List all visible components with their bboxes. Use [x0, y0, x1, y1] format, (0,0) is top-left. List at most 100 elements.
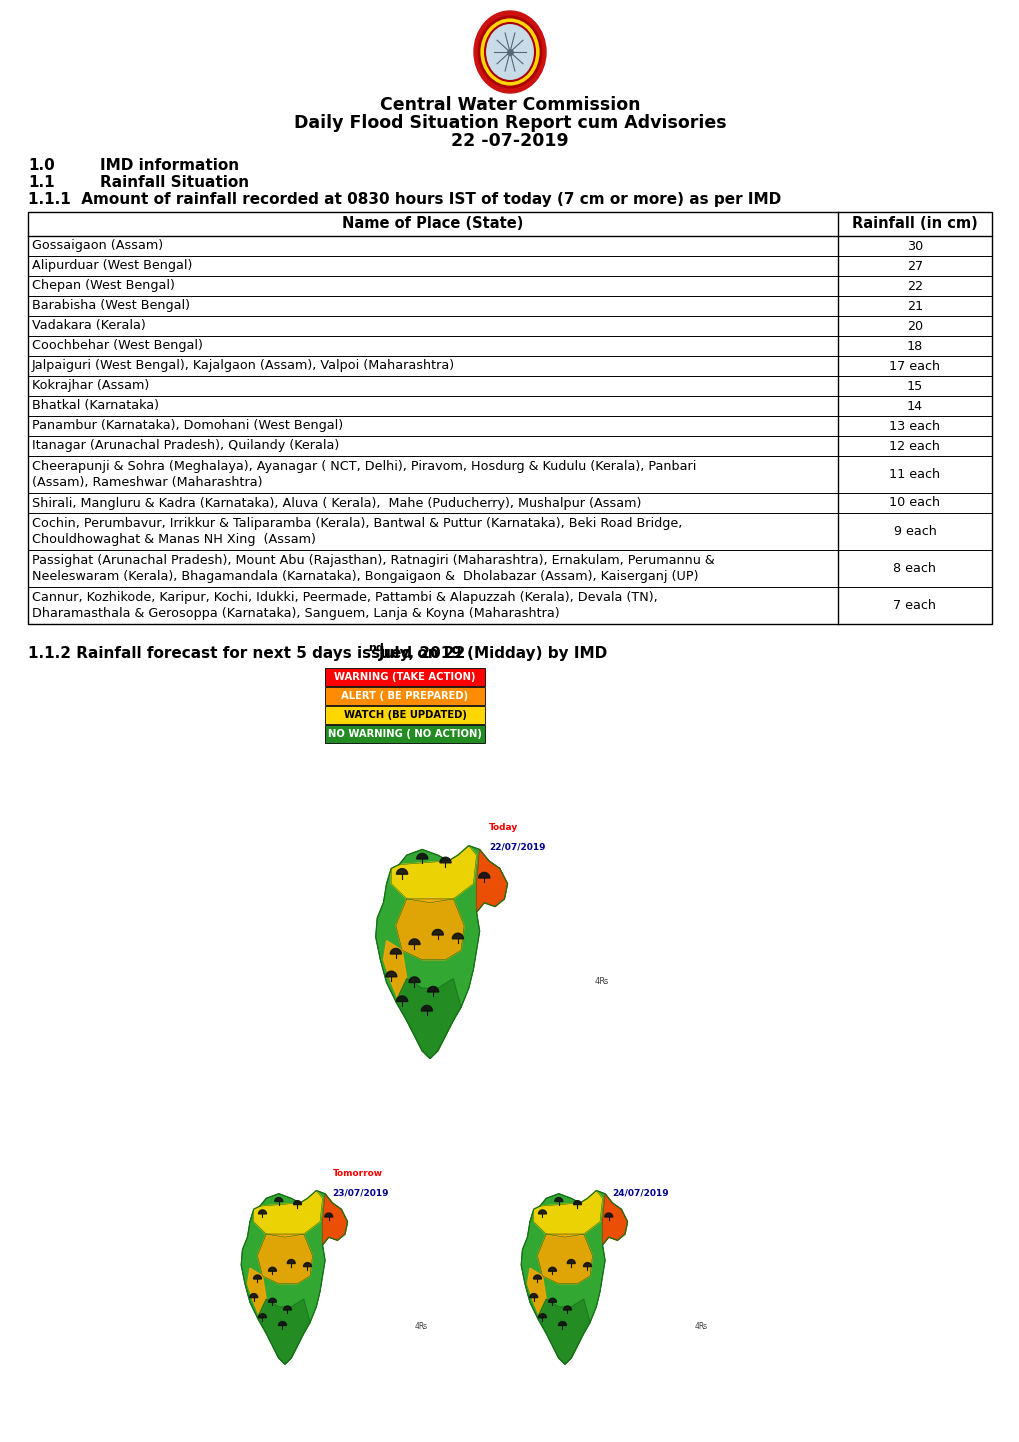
Text: 17 each: 17 each [889, 359, 940, 372]
Text: Chepan (West Bengal): Chepan (West Bengal) [32, 280, 174, 293]
Text: 1.1.2 Rainfall forecast for next 5 days issued on 22: 1.1.2 Rainfall forecast for next 5 days … [28, 646, 465, 660]
Text: 22: 22 [906, 280, 922, 293]
Bar [28, 212, 991, 624]
Text: Bhatkal (Karnataka): Bhatkal (Karnataka) [32, 399, 159, 412]
Text: WARNING (TAKE ACTION): WARNING (TAKE ACTION) [334, 672, 475, 682]
Polygon shape [385, 972, 396, 976]
Polygon shape [254, 1191, 322, 1237]
Text: 18: 18 [906, 339, 922, 352]
Text: 13 each: 13 each [889, 420, 940, 433]
Text: 8 each: 8 each [893, 562, 935, 575]
Polygon shape [538, 1314, 546, 1318]
Text: 1.1: 1.1 [28, 174, 55, 190]
Polygon shape [268, 1268, 276, 1272]
Polygon shape [432, 930, 443, 934]
Polygon shape [409, 976, 420, 982]
Text: Vadakara (Kerala): Vadakara (Kerala) [32, 320, 146, 333]
Text: 4₨: 4₨ [594, 978, 608, 986]
Polygon shape [395, 979, 461, 1058]
Polygon shape [604, 1213, 612, 1217]
Polygon shape [558, 1321, 566, 1325]
Text: 21: 21 [906, 300, 922, 313]
Polygon shape [250, 1293, 258, 1298]
Polygon shape [324, 1213, 332, 1217]
Polygon shape [427, 986, 438, 992]
Text: IMD information: IMD information [100, 159, 238, 173]
Text: Today: Today [488, 823, 518, 832]
Polygon shape [537, 1299, 589, 1364]
Text: Chouldhowaghat & Manas NH Xing  (Assam): Chouldhowaghat & Manas NH Xing (Assam) [32, 534, 316, 547]
Text: Central Water Commission: Central Water Commission [379, 97, 640, 114]
Polygon shape [396, 868, 408, 874]
Polygon shape [439, 857, 450, 862]
Polygon shape [548, 1268, 556, 1272]
Text: WATCH (BE UPDATED): WATCH (BE UPDATED) [343, 709, 466, 720]
Polygon shape [421, 1005, 432, 1011]
Text: 22 -07-2019: 22 -07-2019 [450, 133, 569, 150]
Text: Dharamasthala & Gerosoppa (Karnataka), Sanguem, Lanja & Koyna (Maharashtra): Dharamasthala & Gerosoppa (Karnataka), S… [32, 607, 559, 620]
Text: 4₨: 4₨ [415, 1322, 428, 1331]
Polygon shape [533, 1275, 541, 1279]
Polygon shape [375, 845, 507, 1058]
Polygon shape [573, 1201, 581, 1204]
Text: Neeleswaram (Kerala), Bhagamandala (Karnataka), Bongaigaon &  Dholabazar (Assam): Neeleswaram (Kerala), Bhagamandala (Karn… [32, 570, 698, 583]
Polygon shape [391, 845, 476, 903]
Polygon shape [383, 940, 407, 1002]
Polygon shape [396, 996, 408, 1002]
Text: Jalpaiguri (West Bengal), Kajalgaon (Assam), Valpoi (Maharashtra): Jalpaiguri (West Bengal), Kajalgaon (Ass… [32, 359, 454, 372]
Text: July, 2019 (Midday) by IMD: July, 2019 (Midday) by IMD [378, 646, 607, 660]
Text: ALERT ( BE PREPARED): ALERT ( BE PREPARED) [341, 691, 468, 701]
Text: Rainfall Situation: Rainfall Situation [100, 174, 249, 190]
Text: nd: nd [368, 643, 384, 653]
Polygon shape [293, 1201, 302, 1204]
Polygon shape [248, 1268, 266, 1318]
Text: Passighat (Arunachal Pradesh), Mount Abu (Rajasthan), Ratnagiri (Maharashtra), E: Passighat (Arunachal Pradesh), Mount Abu… [32, 554, 714, 567]
Ellipse shape [484, 23, 535, 81]
Polygon shape [242, 1191, 347, 1364]
Text: 14: 14 [906, 399, 922, 412]
Text: NO WARNING ( NO ACTION): NO WARNING ( NO ACTION) [328, 730, 481, 738]
Text: Cheerapunji & Sohra (Meghalaya), Ayanagar ( NCT, Delhi), Piravom, Hosdurg & Kudu: Cheerapunji & Sohra (Meghalaya), Ayanaga… [32, 460, 696, 473]
Bar [325, 725, 484, 743]
Polygon shape [304, 1263, 311, 1266]
Text: Barabisha (West Bengal): Barabisha (West Bengal) [32, 300, 190, 313]
Bar [325, 686, 484, 705]
Polygon shape [548, 1298, 556, 1302]
Text: Coochbehar (West Bengal): Coochbehar (West Bengal) [32, 339, 203, 352]
Polygon shape [529, 1293, 537, 1298]
Polygon shape [258, 1314, 266, 1318]
Text: 12 each: 12 each [889, 440, 940, 453]
Text: 27: 27 [906, 260, 922, 273]
Text: Kokrajhar (Assam): Kokrajhar (Assam) [32, 379, 149, 392]
Polygon shape [451, 933, 463, 939]
Polygon shape [602, 1194, 627, 1244]
Bar [325, 668, 484, 686]
Text: Tomorrow: Tomorrow [332, 1169, 382, 1178]
Polygon shape [478, 872, 489, 878]
Text: 30: 30 [906, 239, 922, 252]
Ellipse shape [479, 17, 540, 87]
Text: Itanagar (Arunachal Pradesh), Quilandy (Kerala): Itanagar (Arunachal Pradesh), Quilandy (… [32, 440, 339, 453]
Text: 11 each: 11 each [889, 469, 940, 482]
Bar [325, 707, 484, 724]
Text: 4₨: 4₨ [694, 1322, 707, 1331]
Text: Name of Place (State): Name of Place (State) [342, 216, 523, 232]
Text: Rainfall (in cm): Rainfall (in cm) [851, 216, 977, 232]
Polygon shape [476, 849, 507, 913]
Polygon shape [283, 1306, 291, 1309]
Text: Cannur, Kozhikode, Karipur, Kochi, Idukki, Peermade, Pattambi & Alapuzzah (Keral: Cannur, Kozhikode, Karipur, Kochi, Idukk… [32, 591, 657, 604]
Text: 15: 15 [906, 379, 922, 392]
Polygon shape [278, 1321, 286, 1325]
Polygon shape [567, 1259, 575, 1263]
Polygon shape [583, 1263, 591, 1266]
Ellipse shape [474, 12, 545, 92]
Text: Panambur (Karnataka), Domohani (West Bengal): Panambur (Karnataka), Domohani (West Ben… [32, 420, 342, 433]
Polygon shape [538, 1210, 546, 1214]
Polygon shape [527, 1268, 546, 1318]
Text: 20: 20 [906, 320, 922, 333]
Polygon shape [417, 854, 427, 859]
Text: 10 each: 10 each [889, 496, 940, 509]
Text: 1.1.1  Amount of rainfall recorded at 0830 hours IST of today (7 cm or more) as : 1.1.1 Amount of rainfall recorded at 083… [28, 192, 781, 208]
Text: Alipurduar (West Bengal): Alipurduar (West Bengal) [32, 260, 193, 273]
Polygon shape [533, 1191, 602, 1237]
